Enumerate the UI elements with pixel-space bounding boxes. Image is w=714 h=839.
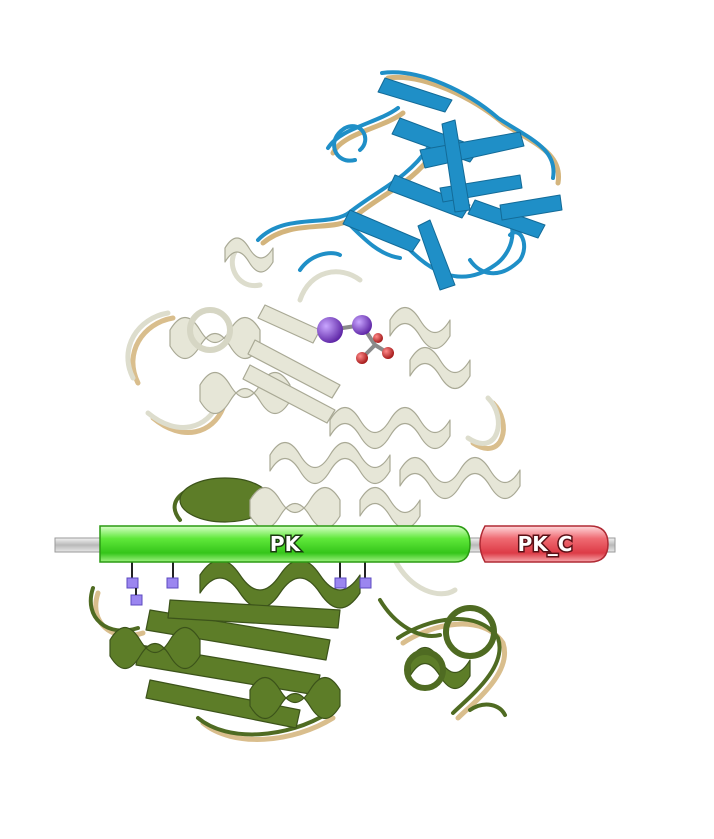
site-markers xyxy=(131,562,366,578)
domain-architecture: PK PK_C xyxy=(54,525,616,606)
middle-domain xyxy=(125,237,521,597)
pk-domain-label: PK xyxy=(270,532,302,556)
site-marker xyxy=(334,577,347,589)
beta-strand xyxy=(242,364,336,424)
pk-c-domain[interactable]: PK_C xyxy=(479,525,609,563)
beta-strand xyxy=(377,77,453,113)
pk-c-domain-label: PK_C xyxy=(518,532,573,556)
site-marker xyxy=(359,577,372,589)
beta-strand xyxy=(417,219,456,291)
beta-strand xyxy=(257,304,321,344)
beta-strand xyxy=(499,194,563,221)
bottom-domain xyxy=(88,477,508,742)
site-marker xyxy=(166,577,179,589)
site-marker xyxy=(126,577,139,589)
site-marker xyxy=(130,594,143,606)
pk-domain[interactable]: PK xyxy=(99,525,471,563)
beta-strand xyxy=(167,599,341,629)
metal-ion xyxy=(317,317,343,343)
beta-strand xyxy=(145,609,331,661)
beta-strand xyxy=(342,209,421,253)
top-beta-domain xyxy=(256,70,563,291)
ligand xyxy=(317,315,394,364)
beta-strand xyxy=(441,119,471,213)
beta-strand xyxy=(247,339,341,399)
beta-strand xyxy=(419,131,525,169)
